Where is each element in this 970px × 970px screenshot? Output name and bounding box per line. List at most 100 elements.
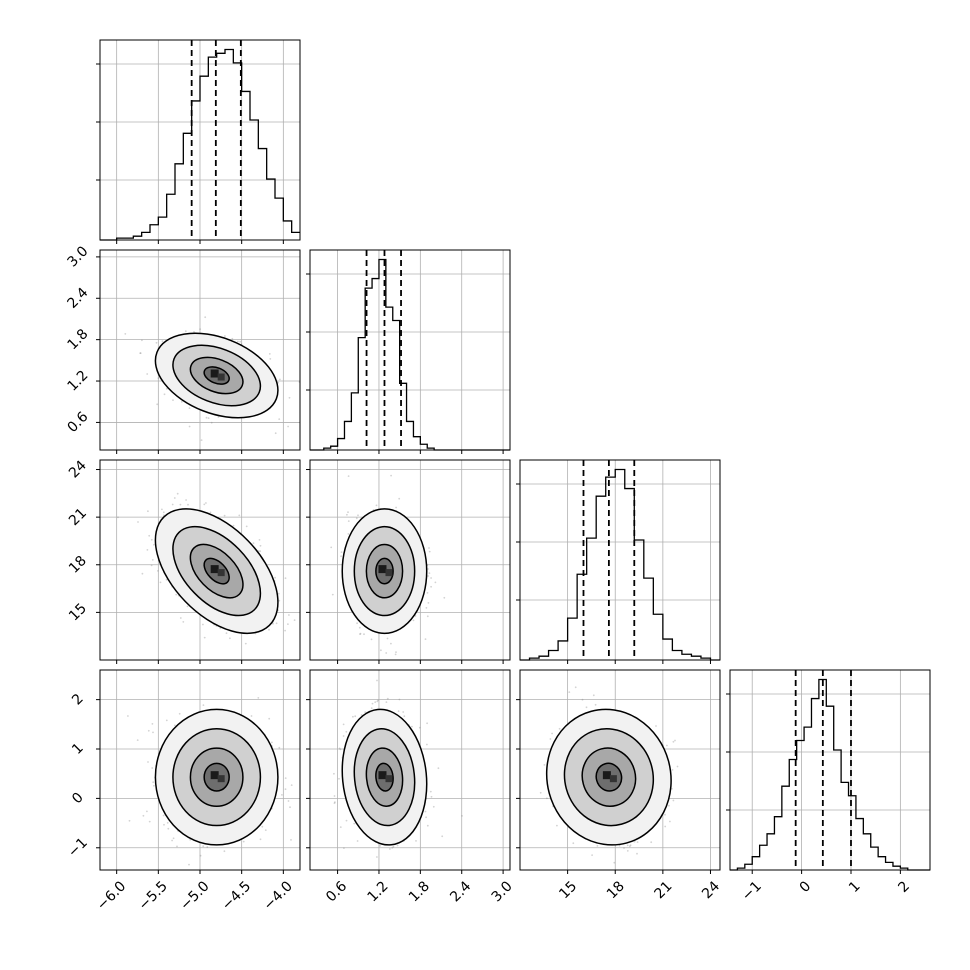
scatter-point <box>225 632 228 635</box>
scatter-point <box>412 619 415 622</box>
density-peak <box>378 565 393 577</box>
scatter-point <box>623 847 625 849</box>
scatter-point <box>333 795 336 797</box>
scatter-point <box>137 521 139 523</box>
scatter-point <box>179 503 182 506</box>
scatter-point <box>375 504 378 507</box>
scatter-point <box>287 623 289 625</box>
scatter-point <box>585 706 588 709</box>
scatter-point <box>185 499 188 501</box>
scatter-point <box>268 717 271 720</box>
scatter-point <box>275 622 278 625</box>
scatter-point <box>229 637 231 640</box>
scatter-point <box>343 847 345 849</box>
scatter-point <box>426 722 428 725</box>
scatter-point <box>347 533 350 535</box>
scatter-point <box>352 715 354 718</box>
scatter-point <box>629 844 632 847</box>
scatter-point <box>272 622 274 625</box>
panel-content <box>117 492 296 645</box>
scatter-point <box>430 795 433 798</box>
density-peak-cell <box>217 569 225 577</box>
x-tick-label: 0 <box>797 878 815 896</box>
scatter-point <box>141 339 143 342</box>
scatter-point <box>155 341 158 344</box>
scatter-point <box>347 511 349 514</box>
scatter-point <box>264 829 267 831</box>
scatter-point <box>161 340 164 343</box>
scatter-point <box>193 331 195 333</box>
scatter-point <box>428 550 431 553</box>
scatter-point <box>443 596 446 599</box>
scatter-point <box>258 539 261 541</box>
scatter-point <box>428 572 431 574</box>
scatter-point <box>274 576 276 579</box>
scatter-point <box>167 827 170 830</box>
x-tick-label: 3.0 <box>489 878 516 905</box>
scatter-point <box>572 842 575 845</box>
scatter-point <box>284 777 287 779</box>
scatter-point <box>386 637 389 640</box>
scatter-point <box>172 399 174 401</box>
scatter-point <box>288 396 291 399</box>
panel-content <box>539 686 679 864</box>
scatter-point <box>171 503 174 506</box>
scatter-point <box>199 328 202 330</box>
scatter-point <box>173 497 176 499</box>
scatter-panel-0-1: 0.6 1.2 1.8 2.4 3.0 <box>64 243 301 454</box>
scatter-point <box>188 863 190 866</box>
scatter-point <box>334 801 336 803</box>
scatter-point <box>429 790 432 793</box>
scatter-point <box>370 638 373 641</box>
scatter-point <box>178 712 181 715</box>
scatter-point <box>284 577 287 580</box>
scatter-point <box>672 740 675 743</box>
x-tick-label: −4.5 <box>219 878 254 913</box>
scatter-point <box>147 510 149 513</box>
scatter-point <box>165 387 168 390</box>
x-tick-label: 2 <box>895 878 913 896</box>
scatter-point <box>278 599 281 602</box>
panel-content <box>124 316 300 441</box>
scatter-point <box>237 340 239 343</box>
scatter-point <box>356 622 358 625</box>
x-tick-label: 21 <box>652 878 676 902</box>
scatter-point <box>386 697 389 700</box>
scatter-point <box>166 822 169 824</box>
histogram-panel-0 <box>96 39 301 244</box>
scatter-point <box>396 844 399 847</box>
scatter-point <box>257 697 260 699</box>
histogram-step <box>100 48 300 241</box>
scatter-point <box>629 845 631 848</box>
scatter-point <box>376 856 378 858</box>
scatter-point <box>380 649 382 652</box>
density-peak-cell <box>378 771 387 780</box>
scatter-point <box>203 503 206 506</box>
scatter-point <box>188 407 191 409</box>
scatter-point <box>207 417 210 419</box>
scatter-point <box>290 839 292 841</box>
scatter-point <box>274 432 277 435</box>
scatter-point <box>377 699 379 702</box>
scatter-point <box>427 568 429 570</box>
y-tick-label: 21 <box>66 505 90 529</box>
scatter-point <box>426 615 429 618</box>
histogram-panel-1 <box>306 249 511 454</box>
scatter-point <box>340 555 342 558</box>
x-tick-label: 0.6 <box>323 878 350 905</box>
scatter-point <box>385 701 388 703</box>
scatter-point <box>172 837 175 840</box>
scatter-point <box>117 516 119 519</box>
scatter-point <box>182 621 185 623</box>
scatter-point <box>165 719 168 722</box>
scatter-point <box>232 524 235 527</box>
scatter-point <box>157 570 159 572</box>
scatter-point <box>418 726 421 729</box>
scatter-point <box>342 735 345 737</box>
y-tick-label: 2 <box>69 691 87 709</box>
scatter-point <box>672 799 675 802</box>
scatter-point <box>424 638 427 640</box>
scatter-point <box>277 592 280 595</box>
y-tick-label: 0 <box>69 790 87 808</box>
scatter-point <box>358 626 361 629</box>
